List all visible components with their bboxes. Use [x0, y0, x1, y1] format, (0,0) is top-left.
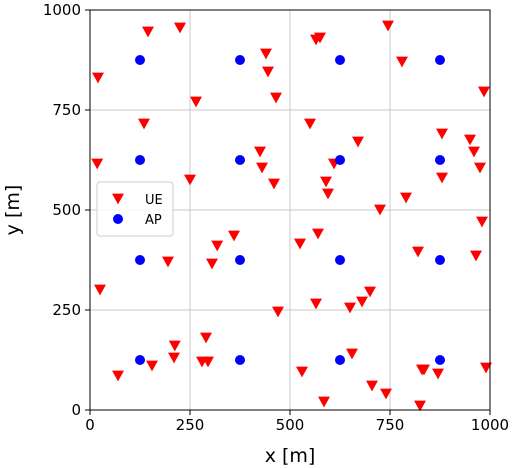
ue-point [436, 172, 448, 184]
ap-point [335, 155, 345, 165]
ue-point [464, 134, 476, 146]
ue-point [268, 178, 280, 190]
ue-point [310, 298, 322, 310]
ue-point [322, 188, 334, 200]
ue-point [254, 146, 266, 158]
ue-point [312, 228, 324, 240]
ue-point [92, 72, 104, 84]
ue-point [320, 176, 332, 188]
ue-point [432, 368, 444, 380]
ap-point [435, 355, 445, 365]
y-tick-label: 250 [52, 301, 81, 319]
ap-point [435, 155, 445, 165]
ue-point [256, 162, 268, 174]
x-tick-label: 0 [85, 416, 95, 434]
ue-point [474, 162, 486, 174]
ue-point [112, 370, 124, 382]
ue-point [344, 302, 356, 314]
y-tick-label: 1000 [43, 1, 81, 19]
ue-point [352, 136, 364, 148]
ue-point [436, 128, 448, 140]
ue-point [270, 92, 282, 104]
ap-point [435, 55, 445, 65]
ap-point [135, 155, 145, 165]
x-tick-label: 500 [276, 416, 305, 434]
y-tick-label: 750 [52, 101, 81, 119]
ue-point [400, 192, 412, 204]
ue-point [476, 216, 488, 228]
ue-point [174, 22, 186, 34]
ap-point [135, 55, 145, 65]
ap-point [235, 355, 245, 365]
ue-point [146, 360, 158, 372]
ue-point [142, 26, 154, 38]
ap-point [135, 355, 145, 365]
legend-ap-marker [113, 214, 123, 224]
y-tick-label: 500 [52, 201, 81, 219]
ap-point [135, 255, 145, 265]
legend-ue-label: UE [145, 193, 163, 208]
ap-point [335, 55, 345, 65]
ue-point [200, 332, 212, 344]
y-axis-ticks: 0 250 500 750 1000 [43, 1, 90, 419]
ue-point [314, 32, 326, 44]
ue-point [190, 96, 202, 108]
ue-point [138, 118, 150, 130]
ue-point [356, 296, 368, 308]
legend-ue-marker [112, 193, 124, 205]
ue-point [296, 366, 308, 378]
ue-point [366, 380, 378, 392]
ue-point [478, 86, 490, 98]
ap-point [435, 255, 445, 265]
legend-entry-ue: UE [112, 193, 163, 208]
ue-point [272, 306, 284, 318]
ue-point [318, 396, 330, 408]
ue-point [374, 204, 386, 216]
legend-ap-label: AP [145, 213, 162, 228]
x-tick-label: 250 [176, 416, 205, 434]
ap-point [235, 55, 245, 65]
ue-point [346, 348, 358, 360]
ue-point [412, 246, 424, 258]
ue-point [294, 238, 306, 250]
y-axis-label: y [m] [2, 185, 24, 236]
ap-point [335, 255, 345, 265]
ue-point [211, 240, 224, 252]
ue-point [168, 352, 180, 364]
ue-point [91, 158, 104, 170]
ue-point [364, 286, 376, 298]
ue-point [380, 388, 392, 400]
ue-point [206, 258, 218, 270]
x-axis-label: x [m] [265, 445, 316, 467]
ue-point [414, 400, 426, 412]
ue-point [168, 340, 181, 352]
ue-point [468, 146, 480, 158]
ap-point [235, 255, 245, 265]
y-tick-label: 0 [71, 401, 81, 419]
ue-point [260, 48, 272, 60]
ue-point [304, 118, 316, 130]
x-axis-ticks: 0 250 500 750 1000 [85, 410, 509, 434]
ue-point [94, 284, 106, 296]
ue-point [228, 230, 240, 242]
ue-point [418, 364, 430, 376]
ue-point [262, 66, 274, 78]
ue-point [470, 250, 482, 262]
ue-point [184, 174, 196, 186]
x-tick-label: 750 [376, 416, 405, 434]
ue-point [382, 20, 394, 32]
ap-point [235, 155, 245, 165]
legend: UE AP [96, 181, 174, 237]
ue-point [480, 362, 492, 374]
x-tick-label: 1000 [471, 416, 509, 434]
ue-point [202, 356, 214, 368]
legend-entry-ap: AP [113, 213, 162, 228]
ue-point [162, 256, 174, 268]
ue-series [91, 20, 492, 412]
ap-point [335, 355, 345, 365]
ue-point [396, 56, 408, 68]
ap-series [135, 55, 445, 365]
